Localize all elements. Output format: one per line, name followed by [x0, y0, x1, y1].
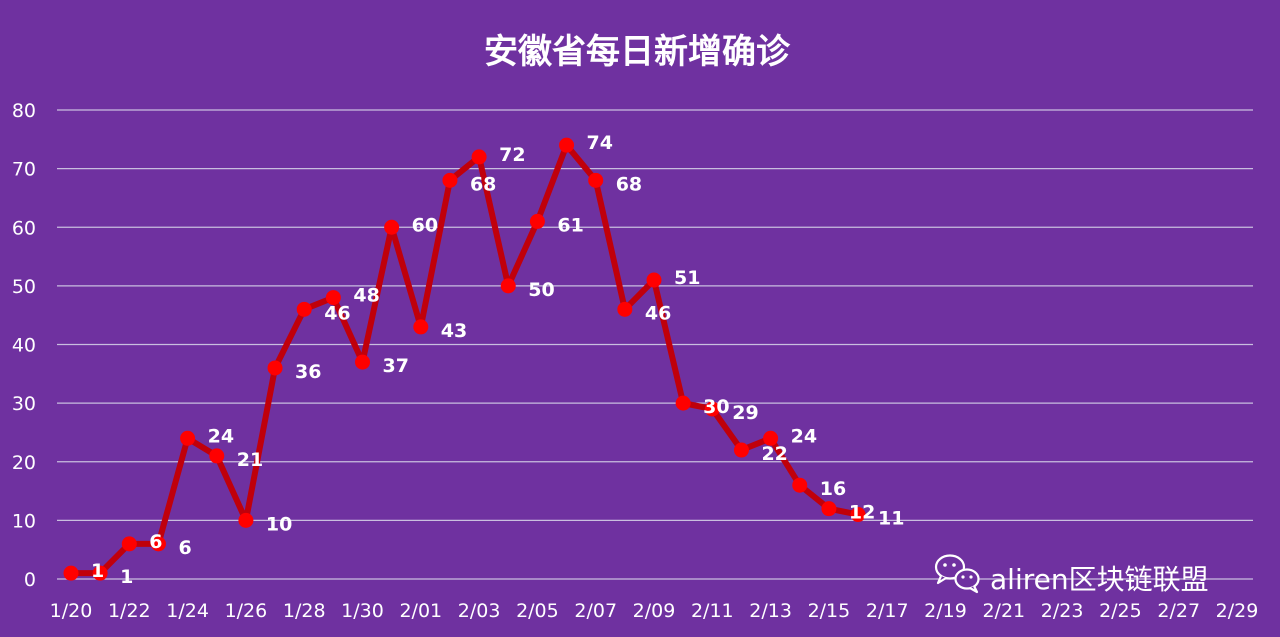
y-axis: 0 10 20 30 40 50 60 70 80 [12, 100, 36, 591]
data-label: 24 [791, 425, 817, 447]
data-point [92, 565, 108, 581]
y-tick-label: 40 [12, 335, 36, 357]
x-tick-label: 2/15 [808, 600, 851, 622]
data-label: 1 [91, 560, 104, 582]
y-tick-label: 10 [12, 510, 36, 532]
x-tick-label: 2/17 [866, 600, 909, 622]
data-label: 22 [761, 443, 787, 465]
x-tick-label: 2/21 [982, 600, 1025, 622]
y-tick-label: 70 [12, 159, 36, 181]
x-tick-label: 1/22 [108, 600, 151, 622]
x-tick-label: 1/24 [166, 600, 209, 622]
y-tick-label: 80 [12, 100, 36, 122]
data-label: 68 [616, 173, 642, 195]
data-label: 10 [266, 513, 292, 535]
data-label: 43 [441, 320, 467, 342]
data-point [792, 477, 808, 493]
data-label: 68 [470, 173, 496, 195]
data-label: 30 [703, 396, 729, 418]
data-label: 29 [732, 402, 758, 424]
data-point [180, 430, 196, 446]
data-point [821, 501, 837, 517]
x-tick-label: 2/05 [516, 600, 559, 622]
data-point [471, 149, 487, 165]
x-tick-label: 2/07 [574, 600, 617, 622]
x-tick-label: 2/03 [458, 600, 501, 622]
data-point [588, 172, 604, 188]
x-tick-label: 1/26 [225, 600, 268, 622]
data-point [617, 301, 633, 317]
data-label: 37 [383, 355, 409, 377]
data-label: 61 [557, 214, 583, 236]
data-point [850, 507, 866, 523]
data-label: 51 [674, 267, 700, 289]
series: 1 16 6242110364648376043687250617468465130… [63, 132, 905, 588]
data-point [704, 401, 720, 417]
data-point [559, 137, 575, 153]
data-point [529, 213, 545, 229]
y-tick-label: 20 [12, 452, 36, 474]
y-tick-label: 50 [12, 276, 36, 298]
data-point [355, 354, 370, 370]
x-tick-label: 2/29 [1216, 600, 1259, 622]
data-point [675, 395, 691, 411]
x-tick-label: 1/30 [341, 600, 384, 622]
watermark-text: aliren区块链联盟 [990, 563, 1209, 596]
series-line [68, 142, 862, 577]
data-label: 60 [412, 214, 438, 236]
x-tick-label: 2/25 [1099, 600, 1142, 622]
x-tick-label: 2/19 [924, 600, 967, 622]
y-tick-label: 60 [12, 217, 36, 239]
data-point [150, 536, 166, 552]
y-tick-label: 30 [12, 393, 36, 415]
x-tick-label: 2/11 [691, 600, 734, 622]
data-label: 16 [820, 478, 846, 500]
data-point [209, 448, 225, 464]
data-point [733, 442, 749, 458]
data-point [325, 290, 341, 306]
data-point [413, 319, 429, 335]
data-label: 46 [645, 302, 671, 324]
data-label: 12 [849, 502, 875, 524]
data-point [646, 272, 662, 288]
data-label: 48 [353, 285, 379, 307]
data-label: 46 [324, 302, 350, 324]
data-point [384, 219, 400, 235]
data-point [63, 565, 79, 581]
watermark: aliren区块链联盟 [934, 554, 1209, 596]
data-label: 6 [178, 537, 191, 559]
x-tick-label: 2/09 [633, 600, 676, 622]
x-tick-label: 2/01 [399, 600, 442, 622]
data-point [442, 172, 458, 188]
x-tick-label: 1/28 [283, 600, 326, 622]
data-point [267, 360, 283, 376]
y-tick-label: 0 [24, 569, 36, 591]
data-point [296, 301, 312, 317]
data-point [238, 512, 254, 528]
chart-title: 安徽省每日新增确诊 [484, 32, 791, 72]
x-tick-label: 2/27 [1157, 600, 1200, 622]
wechat-icon [934, 554, 980, 594]
data-label: 6 [149, 531, 162, 553]
grid [57, 109, 1253, 580]
data-point [500, 278, 516, 294]
data-point [763, 430, 779, 446]
data-label: 74 [587, 132, 613, 154]
data-label: 36 [295, 361, 321, 383]
x-tick-label: 2/13 [749, 600, 792, 622]
x-tick-label: 2/23 [1041, 600, 1084, 622]
data-point [121, 536, 137, 552]
x-axis: 1/20 1/22 1/24 1/26 1/28 1/30 2/01 2/03 2/05 2/07… [50, 600, 1259, 622]
data-label: 11 [878, 508, 904, 530]
x-tick-label: 1/20 [50, 600, 93, 622]
data-label: 24 [208, 425, 234, 447]
data-label: 1 [120, 566, 133, 588]
data-label: 72 [499, 144, 525, 166]
data-label: 50 [528, 279, 554, 301]
data-label: 21 [237, 449, 263, 471]
